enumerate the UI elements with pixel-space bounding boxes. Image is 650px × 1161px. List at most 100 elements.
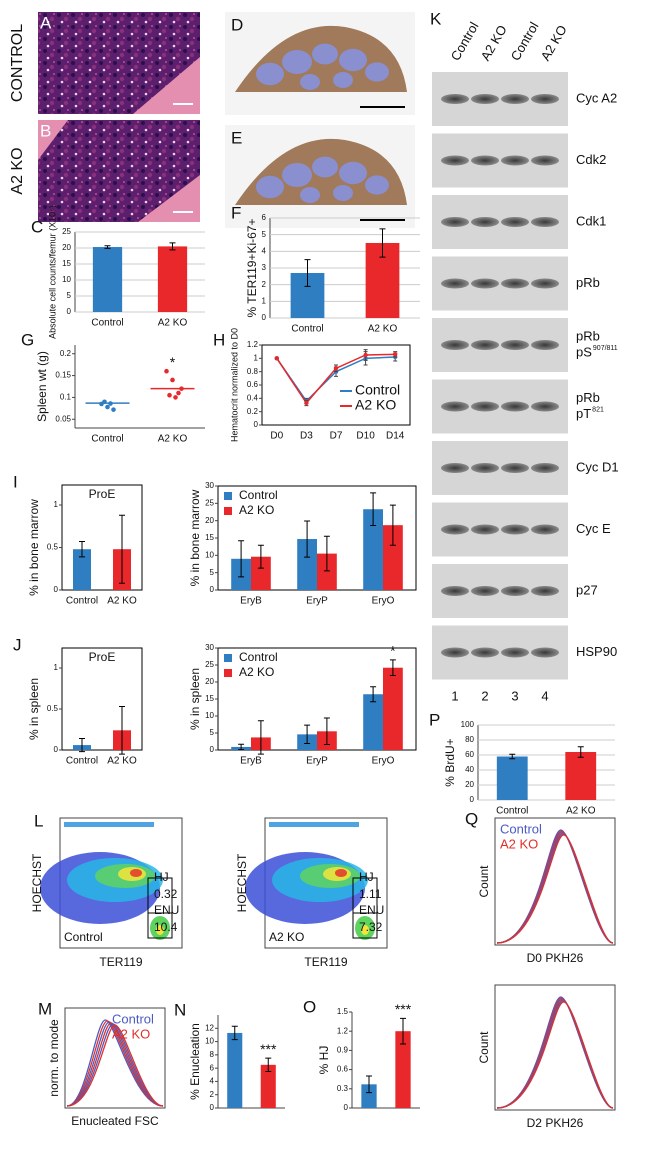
error-bar — [238, 743, 245, 751]
error-bar — [257, 544, 264, 569]
bar — [317, 553, 337, 590]
bar — [157, 246, 188, 312]
blot-label-superscript: 907/811 — [593, 345, 618, 352]
y-axis-label: Absolute cell counts/femur (X10⁶) — [47, 205, 57, 339]
panel-letter: K — [430, 9, 442, 28]
blot-band — [501, 94, 529, 104]
panel-letter: H — [213, 330, 225, 349]
x-axis-label: D0 PKH26 — [527, 951, 584, 965]
data-point — [167, 392, 172, 398]
significance-mark: * — [170, 354, 176, 370]
data-marker — [274, 356, 279, 361]
bar — [496, 756, 528, 800]
significance-mark: * — [390, 643, 396, 659]
y-tick-label: 0 — [210, 585, 215, 594]
y-tick-label: 20 — [465, 780, 474, 789]
data-point — [164, 368, 169, 374]
histogram-curve — [66, 1024, 164, 1107]
x-tick-label: D14 — [386, 431, 405, 442]
panel-letter: G — [21, 330, 34, 349]
x-axis-label: TER119 — [304, 955, 347, 969]
bar — [383, 667, 403, 750]
gate-value: 0.32 — [154, 887, 178, 901]
panel-letter: F — [231, 203, 241, 222]
bar — [251, 556, 271, 590]
blot-label: pRb — [576, 328, 600, 343]
histogram-curve — [66, 1019, 164, 1107]
y-tick-label: 0.1 — [60, 393, 72, 402]
white-pulp — [365, 62, 389, 82]
blot-label: pRb — [576, 275, 600, 290]
x-tick-label: A2 KO — [368, 324, 398, 335]
x-axis-label: D2 PKH26 — [527, 1116, 584, 1130]
y-axis-label: % HJ — [317, 1046, 331, 1075]
y-tick-label: 0.15 — [55, 371, 71, 380]
y-tick-label: 1 — [262, 296, 267, 305]
error-bar — [379, 228, 386, 258]
y-tick-label: 30 — [205, 481, 214, 490]
blot-band — [501, 401, 529, 412]
blot-label: pS — [576, 344, 592, 359]
white-pulp — [339, 161, 367, 185]
blot-band — [531, 217, 559, 227]
white-pulp — [312, 43, 338, 65]
bar — [363, 694, 383, 750]
blot-band — [471, 278, 499, 289]
y-axis-label: % BrdU+ — [443, 738, 457, 786]
blot-label: Cyc A2 — [576, 90, 617, 105]
histogram-curve — [66, 1022, 164, 1107]
y-axis-label: HOECHST — [235, 853, 249, 912]
blot-label: Cyc E — [576, 521, 611, 536]
x-tick-label: D0 — [270, 431, 283, 442]
error-bar — [509, 753, 516, 760]
legend-label: Control — [239, 650, 278, 664]
data-marker — [363, 352, 368, 358]
blot-band — [471, 586, 499, 596]
y-tick-label: 0 — [262, 313, 267, 322]
y-axis-label: Count — [477, 865, 491, 898]
blot-band — [501, 340, 529, 350]
y-tick-label: 0 — [254, 420, 259, 429]
flow-top-band — [269, 822, 359, 827]
y-tick-label: 25 — [62, 227, 71, 236]
blot-band — [501, 217, 529, 227]
x-tick-label: Control — [291, 324, 323, 335]
y-tick-label: 1.2 — [247, 340, 259, 349]
panel-letter: L — [34, 811, 43, 830]
white-pulp — [300, 74, 320, 90]
y-tick-label: 5 — [210, 728, 215, 737]
y-tick-label: 4 — [262, 246, 267, 255]
gate-value: 7.32 — [359, 920, 383, 934]
error-bar — [104, 245, 111, 249]
y-tick-label: 1.2 — [337, 1026, 349, 1035]
y-axis-label: % in bone marrow — [27, 499, 41, 596]
significance-mark: *** — [260, 1041, 277, 1057]
x-tick-label: EryO — [372, 596, 395, 607]
data-marker — [333, 366, 339, 371]
y-tick-label: 10 — [205, 711, 214, 720]
y-axis-label: % in spleen — [188, 668, 202, 730]
legend-label: Control — [112, 1011, 154, 1026]
y-tick-label: 30 — [205, 643, 214, 652]
y-tick-label: 0.4 — [247, 393, 259, 402]
y-tick-label: 0.9 — [337, 1046, 349, 1055]
histogram-curve — [496, 834, 614, 944]
y-tick-label: 0 — [67, 307, 72, 316]
x-tick-label: D3 — [300, 431, 313, 442]
white-pulp — [300, 187, 320, 203]
bar — [363, 509, 383, 590]
panel-letter: M — [38, 999, 52, 1018]
blot-band — [471, 401, 499, 412]
panel-letter: E — [231, 128, 242, 147]
legend-label: Control — [239, 488, 278, 502]
error-bar — [119, 706, 125, 755]
gate-label: HJ — [154, 870, 169, 884]
blot-band — [441, 217, 469, 227]
blot-label: Cdk1 — [576, 213, 606, 228]
blot-band — [441, 524, 469, 535]
blot-band — [531, 401, 559, 412]
blot-band — [501, 524, 529, 535]
y-tick-label: 5 — [67, 291, 72, 300]
error-bar — [169, 242, 176, 251]
